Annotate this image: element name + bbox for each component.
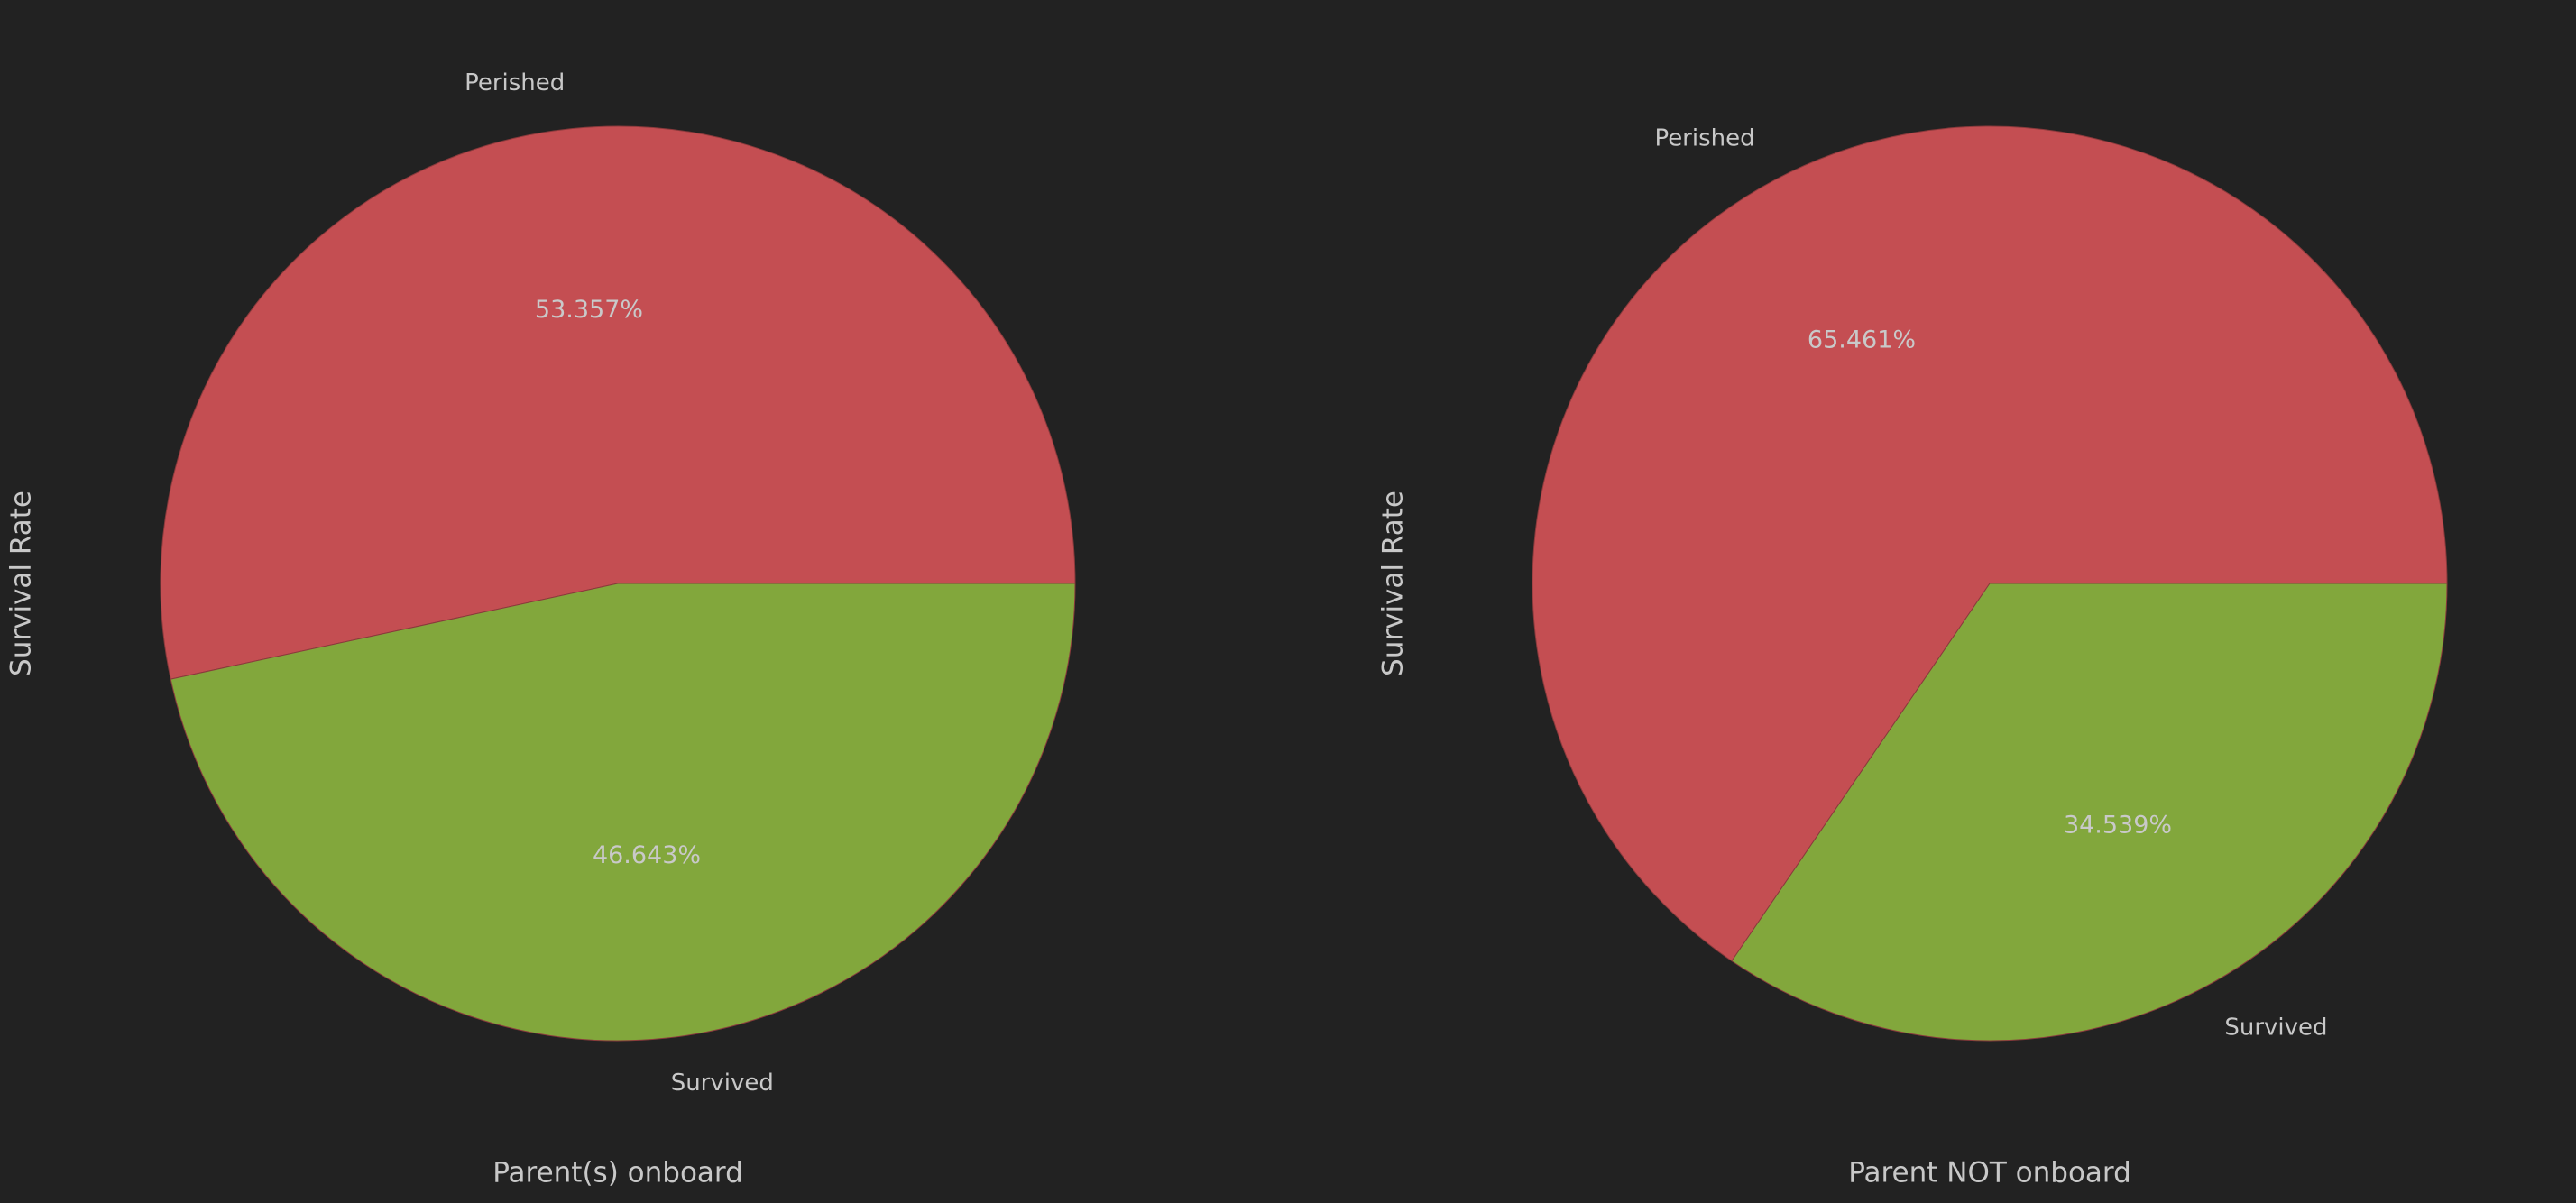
wedge-label: Perished [465, 69, 565, 96]
wedge-label: Survived [2224, 1015, 2327, 1042]
pie-wedge [170, 583, 1076, 1042]
x-axis-label: Parent(s) onboard [492, 1157, 743, 1189]
wedge-label: Survived [671, 1070, 774, 1097]
pie-wedge [1532, 125, 2448, 962]
pie-wedge [160, 125, 1076, 680]
pie-wedge [1731, 583, 2448, 1042]
wedge-label: Perished [1654, 124, 1754, 152]
y-axis-label: Survival Rate [1377, 491, 1410, 676]
x-axis-label: Parent NOT onboard [1848, 1157, 2131, 1189]
percent-label: 46.643% [593, 841, 701, 869]
y-axis-label: Survival Rate [5, 491, 38, 676]
percent-label: 65.461% [1808, 326, 1916, 354]
percent-label: 53.357% [535, 296, 643, 324]
percent-label: 34.539% [2064, 812, 2172, 840]
